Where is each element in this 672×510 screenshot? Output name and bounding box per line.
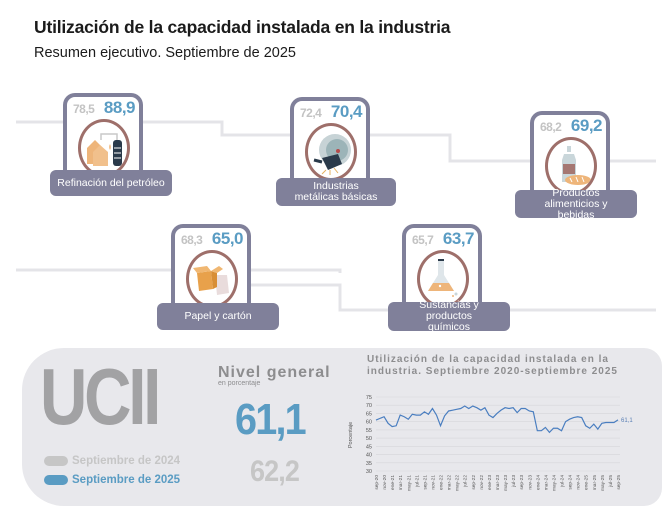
metal-grinder-icon bbox=[305, 123, 357, 181]
chart-x-tick-label: ene-22 bbox=[439, 475, 445, 490]
prev-value: 78,5 bbox=[73, 102, 95, 116]
chart-x-tick-label: nov-21 bbox=[430, 475, 436, 490]
legend-item-2025: Septiembre de 2025 bbox=[44, 474, 180, 486]
chart-y-tick-label: 75 bbox=[366, 395, 372, 401]
page-subtitle: Resumen ejecutivo. Septiembre de 2025 bbox=[34, 45, 296, 61]
chart-x-tick-label: sep-23 bbox=[519, 475, 525, 490]
prev-value: 65,7 bbox=[412, 233, 434, 247]
chart-y-tick-label: 30 bbox=[366, 469, 372, 475]
chart-x-tick-label: mar-25 bbox=[592, 475, 598, 491]
chart-x-tick-label: ene-25 bbox=[584, 475, 590, 490]
chart-x-tick-label: jul-25 bbox=[608, 475, 614, 488]
sector-label-quimicos: Sustancias y productos químicos bbox=[388, 300, 510, 333]
curr-value: 65,0 bbox=[211, 229, 244, 248]
chart-x-tick-label: jul-23 bbox=[511, 475, 517, 488]
chart-series-line bbox=[375, 405, 619, 434]
chart-x-tick-label: nov-24 bbox=[576, 475, 582, 490]
chart-x-tick-label: jul-22 bbox=[463, 475, 469, 488]
chart-y-axis-label: Porcentaje bbox=[348, 422, 354, 448]
legend-label-2024: Septiembre de 2024 bbox=[72, 455, 181, 467]
chart-x-tick-label: nov-22 bbox=[479, 475, 485, 490]
chart-y-tick-label: 40 bbox=[366, 453, 372, 459]
legend-swatch-2025 bbox=[44, 475, 68, 485]
chart-y-tick-label: 70 bbox=[366, 403, 372, 409]
general-level-previous: 62,2 bbox=[250, 455, 300, 488]
chart-x-tick-label: mar-23 bbox=[495, 475, 501, 491]
prev-value: 68,3 bbox=[181, 233, 203, 247]
prev-value: 68,2 bbox=[540, 120, 562, 134]
sector-label-papel: Papel y cartón bbox=[157, 303, 279, 330]
chart-x-tick-label: sep-25 bbox=[616, 475, 622, 490]
chart-x-tick-label: sep-22 bbox=[471, 475, 477, 490]
general-level-subtitle: en porcentaje bbox=[218, 380, 261, 387]
chart-x-tick-label: mar-24 bbox=[543, 475, 549, 491]
chart-x-tick-label: ene-24 bbox=[535, 475, 541, 490]
general-level-current: 61,1 bbox=[235, 395, 307, 444]
chart-x-tick-label: may-22 bbox=[455, 475, 461, 491]
chart-y-tick-label: 65 bbox=[366, 411, 372, 417]
curr-value: 63,7 bbox=[442, 229, 475, 248]
chart-x-tick-label: jul-24 bbox=[560, 475, 566, 488]
chart-x-tick-label: may-25 bbox=[600, 475, 606, 491]
chart-y-tick-label: 55 bbox=[366, 428, 372, 434]
legend-label-2025: Septiembre de 2025 bbox=[72, 474, 181, 486]
legend-swatch-2024 bbox=[44, 456, 68, 466]
chart-x-tick-label: nov-20 bbox=[382, 475, 388, 490]
curr-value: 69,2 bbox=[570, 116, 603, 135]
chart-x-tick-label: sep-20 bbox=[374, 475, 380, 490]
sector-label-refinacion: Refinación del petróleo bbox=[50, 170, 172, 196]
oil-refinery-icon bbox=[78, 119, 130, 177]
chart-x-tick-label: mar-21 bbox=[398, 475, 404, 491]
chart-x-tick-label: may-24 bbox=[551, 475, 557, 491]
page-title: Utilización de la capacidad instalada en… bbox=[34, 17, 451, 37]
chart-x-tick-label: ene-21 bbox=[390, 475, 396, 490]
prev-value: 72,4 bbox=[300, 106, 322, 120]
sector-label-alimenticios: Productos alimenticios y bebidas bbox=[515, 187, 637, 220]
chart-x-tick-label: ene-23 bbox=[487, 475, 493, 490]
chart-x-tick-label: jul-21 bbox=[414, 475, 420, 488]
chart-y-tick-label: 45 bbox=[366, 444, 372, 450]
chart-title: Utilización de la capacidad instalada en… bbox=[367, 354, 618, 377]
chart-x-tick-label: sep-24 bbox=[568, 475, 574, 490]
chart-x-tick-label: sep-21 bbox=[422, 475, 428, 490]
chart-end-label: 61,1 bbox=[621, 418, 633, 424]
chart-y-tick-label: 60 bbox=[366, 420, 372, 426]
chart-x-tick-label: may-23 bbox=[503, 475, 509, 491]
chart-x-tick-label: nov-23 bbox=[527, 475, 533, 490]
legend-item-2024: Septiembre de 2024 bbox=[44, 455, 180, 467]
chart-x-tick-label: may-21 bbox=[406, 475, 412, 491]
chart-y-tick-label: 35 bbox=[366, 461, 372, 467]
chart-y-tick-label: 50 bbox=[366, 436, 372, 442]
ucii-acronym: UCII bbox=[40, 352, 161, 441]
general-level-title: Nivel general bbox=[218, 364, 331, 381]
sector-label-metalicas: Industrias metálicas básicas bbox=[276, 178, 396, 206]
chart-x-tick-label: mar-22 bbox=[447, 475, 453, 491]
curr-value: 88,9 bbox=[103, 98, 136, 117]
flask-icon bbox=[417, 250, 469, 308]
cardboard-box-icon bbox=[186, 250, 238, 308]
summary-panel bbox=[22, 348, 662, 506]
curr-value: 70,4 bbox=[330, 102, 363, 121]
